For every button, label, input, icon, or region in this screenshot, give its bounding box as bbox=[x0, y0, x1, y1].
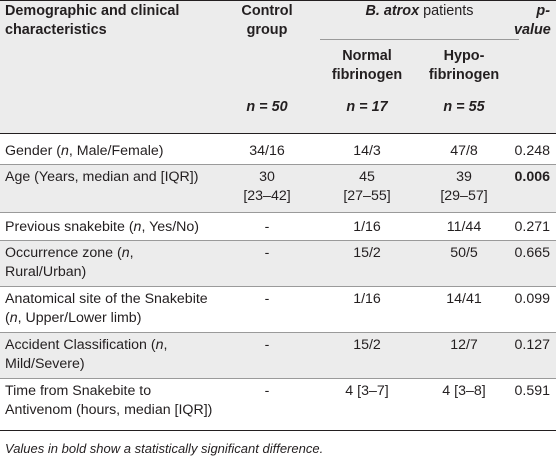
header-hypo-n: n = 55 bbox=[443, 99, 485, 115]
hypo-value: 14/41 bbox=[446, 291, 482, 307]
row-divider bbox=[0, 286, 556, 287]
header-control-line1: Control bbox=[241, 3, 293, 19]
p-value: 0.591 bbox=[514, 383, 550, 399]
table-row: Time from Snakebite to Antivenom (hours,… bbox=[0, 379, 556, 429]
hypo-value: 50/5 bbox=[450, 245, 478, 261]
row-label: Gender (n, Male/Female) bbox=[5, 143, 164, 159]
header-characteristics: Demographic and clinical characteristics bbox=[5, 2, 179, 40]
table-row: Occurrence zone (n, Rural/Urban) - 15/2 … bbox=[0, 241, 556, 287]
row-label: Time from Snakebite to Antivenom (hours,… bbox=[5, 383, 213, 418]
table-row: Accident Classification (n, Mild/Severe)… bbox=[0, 333, 556, 379]
header-characteristics-line1: Demographic and clinical bbox=[5, 3, 180, 19]
header-normal-line1: Normal bbox=[342, 48, 392, 64]
table-row: Anatomical site of the Snakebite (n, Upp… bbox=[0, 287, 556, 333]
header-p-value: p-value bbox=[514, 3, 551, 38]
header-patients-word: patients bbox=[419, 3, 474, 19]
p-value: 0.665 bbox=[514, 245, 550, 261]
p-value: 0.006 bbox=[514, 169, 550, 185]
table-row: Age (Years, median and [IQR]) 30 [23–42] … bbox=[0, 165, 556, 213]
patients-subgroup-rule bbox=[320, 39, 519, 40]
row-divider bbox=[0, 164, 556, 165]
header-hypo-line2: fibrinogen bbox=[428, 67, 500, 83]
control-value: - bbox=[264, 219, 270, 235]
header-patients-group: B. atrox patients bbox=[320, 2, 519, 21]
row-label: Anatomical site of the Snakebite (n, Upp… bbox=[5, 291, 208, 326]
p-value: 0.248 bbox=[514, 143, 550, 159]
normal-value: 1/16 bbox=[353, 291, 381, 307]
header-hypo-fibrinogen: Hypo- fibrinogen bbox=[414, 47, 514, 85]
hypo-value: 47/8 bbox=[450, 143, 478, 159]
row-divider bbox=[0, 378, 556, 379]
table-row: Gender (n, Male/Female) 34/16 14/3 47/8 … bbox=[0, 134, 556, 166]
normal-value: 1/16 bbox=[353, 219, 381, 235]
p-value: 0.099 bbox=[514, 291, 550, 307]
header-species: B. atrox bbox=[365, 3, 420, 19]
row-divider bbox=[0, 240, 556, 241]
hypo-value: 4 [3–8] bbox=[442, 383, 486, 399]
p-value: 0.127 bbox=[514, 337, 550, 353]
row-label: Previous snakebite (n, Yes/No) bbox=[5, 219, 200, 235]
normal-value: 4 [3–7] bbox=[345, 383, 389, 399]
header-hypo-line1: Hypo- bbox=[443, 48, 485, 64]
row-label: Occurrence zone (n, Rural/Urban) bbox=[5, 245, 134, 280]
normal-value: 45 [27–55] bbox=[343, 169, 391, 204]
row-label: Age (Years, median and [IQR]) bbox=[5, 169, 199, 185]
table-row: Previous snakebite (n, Yes/No) - 1/16 11… bbox=[0, 213, 556, 241]
control-value: 34/16 bbox=[249, 143, 285, 159]
row-divider bbox=[0, 332, 556, 333]
control-value: - bbox=[264, 291, 270, 307]
control-value: - bbox=[264, 383, 270, 399]
table-header bbox=[0, 0, 556, 134]
control-value: 30 [23–42] bbox=[243, 169, 291, 204]
normal-value: 15/2 bbox=[353, 245, 381, 261]
header-normal-n: n = 17 bbox=[346, 99, 388, 115]
header-bottom-rule bbox=[0, 133, 556, 134]
p-value: 0.271 bbox=[514, 219, 550, 235]
header-control-line2: group bbox=[246, 22, 288, 38]
header-control-group: Control group bbox=[222, 2, 312, 40]
header-normal-fibrinogen: Normal fibrinogen bbox=[322, 47, 412, 85]
control-value: - bbox=[264, 245, 270, 261]
row-divider bbox=[0, 212, 556, 213]
header-control-n: n = 50 bbox=[246, 99, 288, 115]
hypo-value: 12/7 bbox=[450, 337, 478, 353]
table-bottom-rule bbox=[0, 430, 556, 431]
normal-value: 14/3 bbox=[353, 143, 381, 159]
hypo-value: 11/44 bbox=[446, 219, 482, 235]
hypo-value: 39 [29–57] bbox=[440, 169, 488, 204]
normal-value: 15/2 bbox=[353, 337, 381, 353]
row-label: Accident Classification (n, Mild/Severe) bbox=[5, 337, 168, 372]
control-value: - bbox=[264, 337, 270, 353]
header-characteristics-line2: characteristics bbox=[5, 22, 107, 38]
table-top-rule bbox=[0, 0, 556, 1]
table-footnote: Values in bold show a statistically sign… bbox=[5, 441, 324, 456]
header-normal-line2: fibrinogen bbox=[331, 67, 403, 83]
